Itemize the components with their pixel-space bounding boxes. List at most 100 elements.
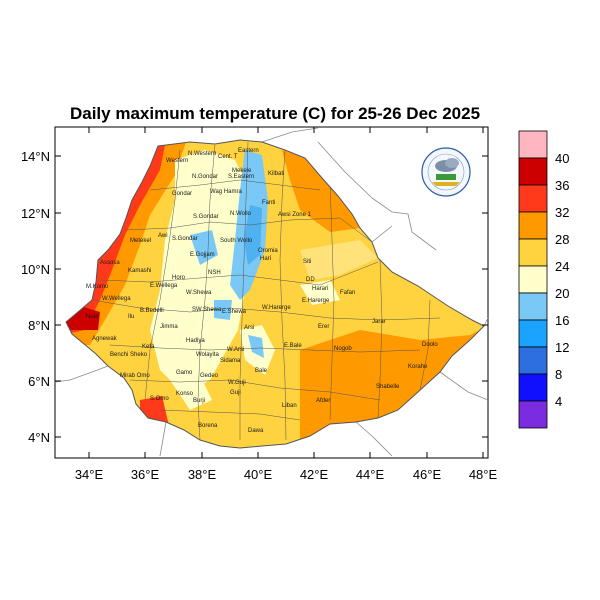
region-label: Jimma (160, 324, 178, 330)
colorbar-label: 8 (555, 367, 562, 382)
x-tick-label: 38°E (188, 467, 217, 482)
colorbar-swatch (518, 265, 548, 294)
region-label: Fafan (340, 290, 355, 296)
y-tick-label: 4°N (28, 430, 50, 445)
region-label: Burji (193, 398, 205, 404)
region-label: Guji (230, 390, 241, 396)
region-label: NSH (208, 270, 221, 276)
region-label: S.Omo (150, 396, 169, 402)
region-label: M.Komo (86, 284, 109, 290)
region-label: S.Gondar (172, 236, 198, 242)
region-label: E.Shewa (222, 309, 247, 315)
region-label: Kamashi (128, 268, 151, 274)
x-tick-label: 42°E (300, 467, 329, 482)
region-label: Assosa (100, 260, 120, 266)
colorbar-label: 28 (555, 232, 569, 247)
colorbar-label: 4 (555, 394, 562, 409)
region-label: Liban (282, 403, 297, 409)
x-tick-label: 48°E (469, 467, 498, 482)
colorbar-labels: 40 36 32 28 24 20 16 12 8 4 (555, 151, 569, 409)
region-label: SW.Shewa (192, 307, 222, 313)
region-label: Hari (260, 256, 271, 262)
region-label: Horo (172, 275, 186, 281)
region-label: Kilbati (268, 171, 284, 177)
region-label: Doolo (422, 342, 438, 348)
region-label: Western (166, 158, 188, 164)
region-label: Konso (176, 391, 194, 397)
region-label: Korahe (408, 364, 428, 370)
colorbar-swatch (518, 373, 548, 402)
region-label: Wolayita (196, 352, 220, 358)
colorbar-swatch (518, 184, 548, 213)
region-label: Benchi Sheko (110, 352, 148, 358)
region-label: W.Arsi (227, 347, 244, 353)
region-label: Mirab Omo (120, 373, 150, 379)
colorbar-swatch (518, 130, 548, 159)
region-label: E.Bale (284, 343, 302, 349)
y-tick-label: 8°N (28, 318, 50, 333)
y-tick-label: 6°N (28, 374, 50, 389)
region-label: Arsi (244, 325, 254, 331)
region-label: Siti (303, 259, 311, 265)
region-label: N.Gondar (192, 174, 218, 180)
region-label: Gedeo (200, 373, 219, 379)
colorbar-label: 36 (555, 178, 569, 193)
region-label: Metekel (130, 238, 151, 244)
y-axis-labels: 4°N 6°N 8°N 10°N 12°N 14°N (21, 149, 50, 445)
region-label: E.Harerge (302, 298, 330, 304)
region-label: Dawa (248, 428, 264, 434)
region-label: S.Gondar (193, 214, 219, 220)
region-label: W.Wellega (102, 296, 131, 302)
region-label: Shabelle (376, 384, 400, 390)
region-label: Jarar (372, 319, 386, 325)
colorbar (518, 130, 548, 429)
colorbar-swatch (518, 157, 548, 186)
region-label: Borena (198, 423, 218, 429)
region-label: Gamo (176, 370, 193, 376)
region-label: E.Wellega (150, 283, 178, 289)
region-label: Kefa (142, 344, 155, 350)
region-label: N.Western (188, 151, 216, 157)
y-tick-label: 14°N (21, 149, 50, 164)
x-tick-label: 34°E (75, 467, 104, 482)
region-label: Fanti (262, 200, 275, 206)
region-label: Awsi Zone 1 (278, 212, 312, 218)
colorbar-swatch (518, 292, 548, 321)
region-label: B.Bedelli (140, 308, 164, 314)
region-label: DD (306, 277, 315, 283)
region-label: W.Shewa (186, 290, 212, 296)
region-label: Harari (312, 286, 328, 292)
region-label: Wag Hamra (210, 189, 242, 195)
x-tick-label: 46°E (413, 467, 442, 482)
region-label: Hadiya (186, 338, 205, 344)
x-tick-label: 44°E (356, 467, 385, 482)
region-label: Afder (316, 398, 330, 404)
region-label: Cent. T (218, 154, 238, 160)
region-label: Nogob (334, 346, 352, 352)
region-label: Oromia (258, 248, 278, 254)
region-label: W.Guji (228, 380, 246, 386)
y-tick-label: 12°N (21, 206, 50, 221)
y-tick-label: 10°N (21, 262, 50, 277)
region-label: W.Harerge (262, 305, 291, 311)
region-label: Bale (255, 368, 268, 374)
region-label: Sidama (220, 358, 241, 364)
colorbar-swatch (518, 238, 548, 267)
region-label: Gondar (172, 191, 192, 197)
ethiopian-meteorology-institute-logo (421, 147, 471, 197)
region-label: Agnewak (92, 336, 118, 342)
colorbar-swatch (518, 319, 548, 348)
axis-ticks (55, 127, 488, 458)
region-labels: Western N.Western Cent. T Eastern Mekele… (86, 148, 438, 434)
colorbar-label: 20 (555, 286, 569, 301)
region-label: Nuer (86, 314, 99, 320)
colorbar-label: 40 (555, 151, 569, 166)
region-label: Mekele (232, 168, 252, 174)
colorbar-swatch (518, 400, 548, 429)
admin-boundaries (91, 141, 441, 441)
region-label: S.Eastern (228, 174, 254, 180)
region-label: Erer (318, 324, 329, 330)
x-axis-labels: 34°E 36°E 38°E 40°E 42°E 44°E 46°E 48°E (75, 467, 498, 482)
colorbar-label: 16 (555, 313, 569, 328)
